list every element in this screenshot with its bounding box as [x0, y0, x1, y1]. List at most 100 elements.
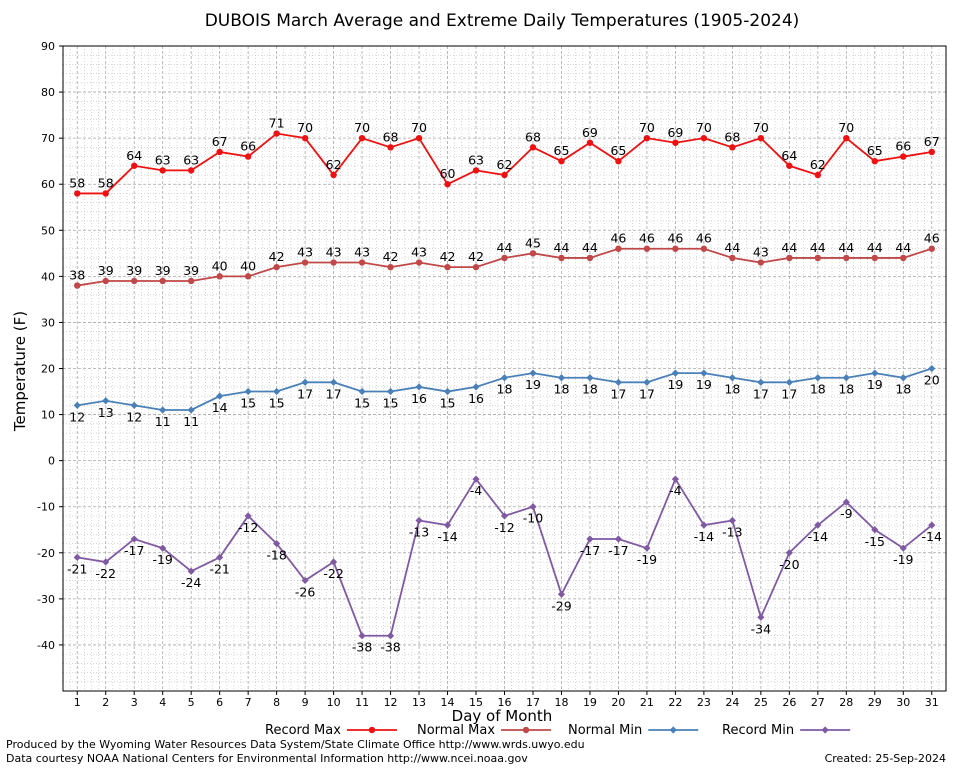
normal-max-data-label: 44: [582, 240, 598, 255]
record-min-point: [386, 632, 395, 640]
normal-max-point: [216, 273, 223, 280]
record-max-data-label: 70: [411, 120, 427, 135]
normal-min-point: [443, 387, 452, 396]
x-tick-label: 27: [811, 696, 825, 709]
normal-min-point: [785, 378, 793, 386]
record-max-data-label: 70: [639, 120, 655, 135]
y-tick-label: 40: [41, 270, 55, 283]
minor-gridlines: [62, 46, 947, 691]
record-min-point: [73, 553, 81, 561]
x-tick-label: 16: [498, 696, 512, 709]
x-tick-label: 18: [554, 696, 568, 709]
legend-marker: [368, 726, 376, 734]
record-min-data-label: -9: [840, 506, 853, 521]
normal-min-data-label: 19: [696, 377, 712, 392]
record-min-point: [472, 475, 480, 483]
normal-max-point: [672, 245, 679, 252]
x-tick-label: 25: [754, 696, 768, 709]
x-tick-label: 5: [188, 696, 195, 709]
normal-max-point: [472, 263, 480, 271]
record-min-data-label: -17: [124, 543, 144, 558]
normal-max-point: [586, 254, 594, 262]
normal-max-point: [729, 254, 736, 262]
record-max-data-label: 67: [212, 134, 228, 149]
y-tick-label: -10: [37, 501, 55, 514]
normal-max-data-label: 43: [326, 245, 342, 260]
normal-max-data-label: 39: [98, 263, 114, 278]
normal-max-data-label: 44: [838, 240, 854, 255]
normal-max-data-label: 39: [155, 263, 171, 278]
record-min-data-label: -19: [152, 552, 172, 567]
normal-max-data-label: 44: [867, 240, 883, 255]
normal-min-point: [500, 374, 509, 382]
x-tick-label: 29: [868, 696, 882, 709]
y-tick-label: 60: [41, 178, 55, 191]
record-max-point: [472, 167, 480, 174]
record-max-point: [159, 167, 166, 174]
normal-max-point: [928, 245, 935, 252]
normal-min-point: [329, 378, 338, 386]
record-min-data-label: -14: [694, 529, 714, 544]
normal-min-data-label: 17: [610, 386, 626, 401]
normal-min-data-label: 15: [354, 396, 370, 411]
record-max-data-label: 67: [924, 134, 940, 149]
record-min-point: [842, 498, 850, 506]
series-record-min: -21 -22-17-19-24-21-12-18-26-22-38 -38-13-…: [67, 475, 942, 655]
normal-min-point: [814, 374, 822, 382]
record-min-point: [643, 544, 651, 552]
normal-max-point: [643, 245, 651, 252]
normal-max-point: [615, 245, 622, 252]
normal-max-data-label: 46: [610, 231, 626, 246]
normal-min-point: [130, 401, 138, 409]
record-max-data-label: 63: [183, 152, 199, 167]
normal-min-point: [643, 378, 651, 386]
record-min-point: [728, 516, 736, 525]
x-tick-label: 22: [668, 696, 682, 709]
normal-max-point: [871, 254, 878, 262]
normal-max-point: [358, 259, 366, 266]
y-tick-label: 10: [41, 409, 55, 422]
record-max-data-label: 66: [895, 139, 911, 154]
normal-max-point: [700, 245, 708, 252]
record-max-point: [814, 171, 822, 179]
normal-max-point: [330, 259, 337, 266]
record-max-point: [757, 134, 765, 142]
record-max-data-label: 69: [582, 125, 598, 140]
normal-min-data-label: 16: [468, 391, 484, 406]
major-gridlines: [63, 45, 946, 691]
x-tick-label: 19: [583, 696, 597, 709]
record-max-point: [102, 190, 109, 197]
normal-max-data-label: 43: [297, 245, 313, 260]
record-max-point: [131, 162, 138, 169]
record-max-point: [415, 134, 423, 142]
x-tick-label: 17: [526, 696, 540, 709]
record-min-data-label: -19: [893, 552, 913, 567]
x-tick-label: 26: [782, 696, 796, 709]
normal-max-data-label: 46: [696, 231, 712, 246]
record-max-point: [187, 167, 195, 174]
normal-min-data-label: 17: [639, 386, 655, 401]
normal-max-point: [814, 254, 822, 262]
normal-min-point: [757, 378, 765, 386]
normal-min-point: [472, 383, 480, 391]
normal-min-data-label: 20: [924, 373, 940, 388]
normal-min-data-label: 19: [667, 377, 683, 392]
normal-max-data-label: 42: [440, 249, 456, 264]
series-layer: 58 58 64 63 63 67 66 71 70 62 70 68 70 60 63 62 68 65 69 65…: [67, 116, 942, 655]
normal-max-data-label: 40: [240, 258, 256, 273]
normal-max-data-label: 43: [753, 245, 769, 260]
record-max-data-label: 65: [554, 143, 570, 158]
normal-min-point: [358, 387, 366, 396]
normal-min-point: [386, 387, 395, 396]
chart-title: DUBOIS March Average and Extreme Daily T…: [205, 11, 800, 31]
record-max-point: [729, 144, 736, 151]
record-min-point: [415, 516, 423, 525]
legend-label: Normal Max: [417, 723, 495, 738]
normal-max-point: [757, 259, 765, 266]
record-max-data-label: 70: [838, 120, 854, 135]
record-min-point: [159, 544, 167, 552]
x-tick-label: 3: [131, 696, 138, 709]
normal-max-data-label: 46: [924, 231, 940, 246]
record-min-data-label: -14: [922, 529, 942, 544]
